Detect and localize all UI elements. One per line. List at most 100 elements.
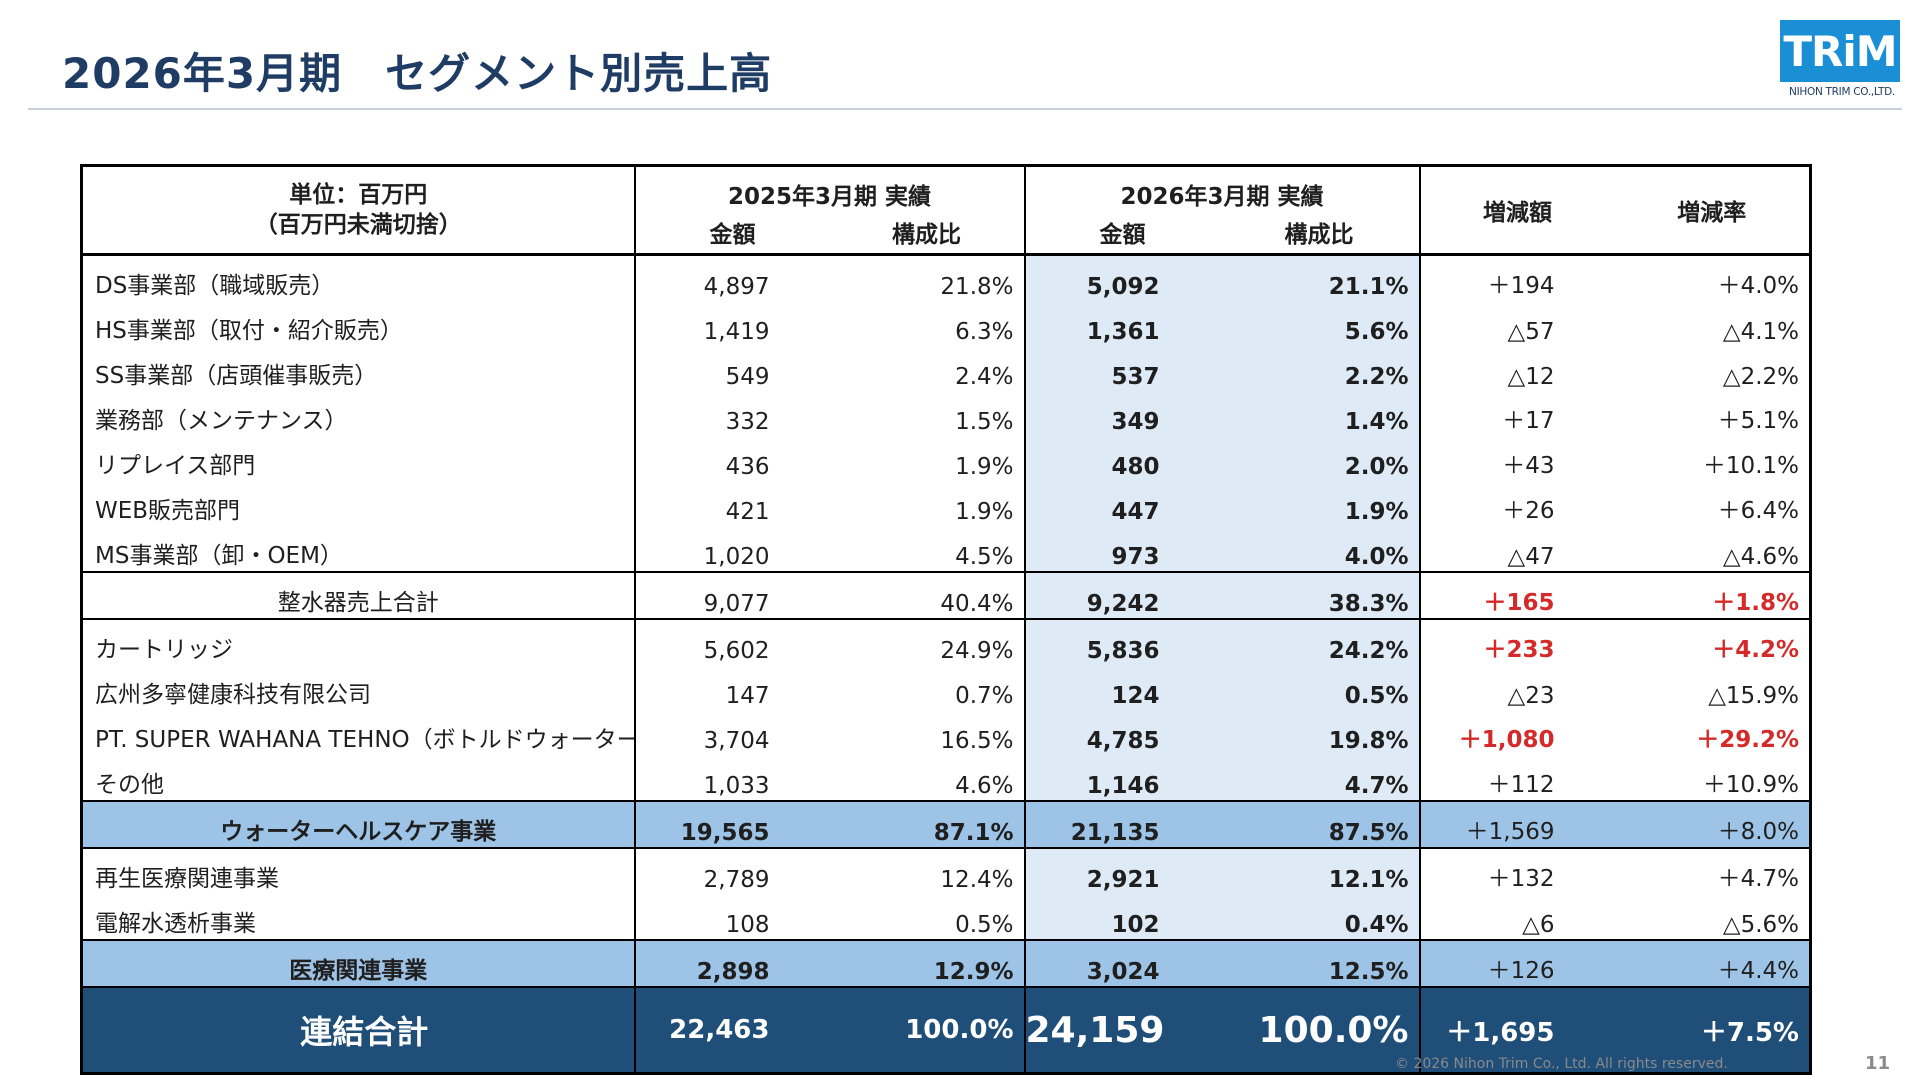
diff-amount: △23: [1507, 683, 1555, 709]
table-row: 電解水透析事業 108 0.5% 102 0.4% △6 △5.6%: [81, 894, 1811, 940]
consolidated-total-row: 連結合計 22,463 100.0% 24,159 100.0% ＋1,695 …: [81, 986, 1811, 1074]
diff-amount: ＋43: [1502, 453, 1555, 479]
curr-amount: 4,785: [1024, 710, 1220, 755]
prev-ratio: 6.3%: [829, 301, 1026, 346]
prev-amount: 5,602: [634, 618, 830, 665]
diff-rate: ＋8.0%: [1614, 800, 1811, 848]
logo-mark: TRiM: [1780, 20, 1900, 82]
curr-ratio: 21.1%: [1219, 254, 1421, 301]
prev-ratio: 4.5%: [829, 526, 1026, 572]
table-row: 業務部（メンテナンス） 332 1.5% 349 1.4% ＋17 ＋5.1%: [81, 391, 1811, 436]
curr-amount: 102: [1024, 894, 1220, 940]
curr-amount: 973: [1024, 526, 1220, 572]
curr-amount: 537: [1024, 346, 1220, 391]
curr-ratio: 4.0%: [1219, 526, 1421, 572]
curr-ratio-header: 構成比: [1219, 211, 1421, 256]
diff-amount: ＋1,569: [1419, 800, 1615, 848]
table-row: MS事業部（卸・OEM） 1,020 4.5% 973 4.0% △47 △4.…: [81, 526, 1811, 572]
curr-amount: 480: [1024, 436, 1220, 481]
curr-ratio: 0.4%: [1219, 894, 1421, 940]
row-label: WEB販売部門: [81, 481, 636, 526]
diff-amount: ＋1,080: [1458, 727, 1555, 753]
curr-ratio: 1.9%: [1219, 481, 1421, 526]
diff-rate: ＋1.8%: [1614, 571, 1811, 619]
diff-rate: ＋4.7%: [1614, 847, 1811, 894]
segment-sales-table: 単位：百万円 （百万円未満切捨） 2025年3月期 実績 2026年3月期 実績…: [80, 164, 1812, 1075]
prev-ratio: 1.9%: [829, 481, 1026, 526]
prev-amount-header: 金額: [634, 211, 830, 256]
curr-amount: 349: [1024, 391, 1220, 436]
diff-rate: ＋6.4%: [1717, 498, 1799, 524]
prev-amount: 147: [725, 683, 770, 709]
curr-ratio: 2.0%: [1219, 436, 1421, 481]
prev-ratio-header: 構成比: [829, 211, 1026, 256]
prev-ratio: 12.9%: [829, 939, 1026, 987]
prev-period-header: 2025年3月期 実績: [634, 165, 1026, 211]
diff-amount: ＋233: [1419, 618, 1615, 665]
row-label: 再生医療関連事業: [81, 847, 636, 894]
curr-ratio: 0.5%: [1219, 665, 1421, 710]
curr-ratio: 24.2%: [1219, 618, 1421, 665]
curr-amount: 1,361: [1024, 301, 1220, 346]
prev-amount: 4,897: [703, 274, 770, 300]
row-label: PT. SUPER WAHANA TEHNO（ボトルドウォーター）: [81, 710, 636, 755]
diff-rate: ＋10.9%: [1702, 772, 1799, 798]
copyright-text: © 2026 Nihon Trim Co., Ltd. All rights r…: [1395, 1056, 1728, 1072]
curr-amount: 1,146: [1024, 755, 1220, 801]
diff-amount: ＋26: [1502, 498, 1555, 524]
prev-amount: 9,077: [634, 571, 830, 619]
diff-rate: ＋7.5%: [1614, 986, 1811, 1074]
curr-amount: 5,836: [1024, 618, 1220, 665]
page-number: 11: [1865, 1053, 1891, 1074]
diff-rate: ＋4.2%: [1614, 618, 1811, 665]
curr-amount: 2,921: [1024, 847, 1220, 894]
curr-ratio: 12.1%: [1219, 847, 1421, 894]
page-title: 2026年3月期 セグメント別売上高: [62, 49, 773, 98]
table-row: リプレイス部門 436 1.9% 480 2.0% ＋43 ＋10.1%: [81, 436, 1811, 481]
curr-amount: 3,024: [1024, 939, 1220, 987]
diff-amount: △6: [1522, 912, 1555, 938]
curr-ratio: 1.4%: [1219, 391, 1421, 436]
prev-amount: 19,565: [634, 800, 830, 848]
prev-ratio: 24.9%: [829, 618, 1026, 665]
curr-ratio: 38.3%: [1219, 571, 1421, 619]
prev-amount: 3,704: [703, 728, 770, 754]
table-row: HS事業部（取付・紹介販売） 1,419 6.3% 1,361 5.6% △57…: [81, 301, 1811, 346]
curr-ratio: 12.5%: [1219, 939, 1421, 987]
prev-amount: 108: [725, 912, 770, 938]
table-row: DS事業部（職域販売） 4,897 21.8% 5,092 21.1% ＋194…: [81, 254, 1811, 301]
diff-amount: △47: [1507, 544, 1555, 570]
row-label: 業務部（メンテナンス）: [81, 391, 636, 436]
prev-ratio: 12.4%: [829, 847, 1026, 894]
diff-amount: ＋17: [1502, 408, 1555, 434]
prev-amount: 2,898: [634, 939, 830, 987]
logo-subtext: NIHON TRIM CO.,LTD.: [1789, 86, 1895, 98]
diff-rate: △5.6%: [1722, 912, 1799, 938]
diff-amount: △57: [1507, 319, 1555, 345]
diff-rate: ＋10.1%: [1702, 453, 1799, 479]
curr-amount: 24,159: [1024, 986, 1220, 1074]
diff-amount: ＋165: [1419, 571, 1615, 619]
diff-amount: ＋132: [1419, 847, 1615, 894]
prev-amount: 1,419: [703, 319, 770, 345]
row-label: MS事業部（卸・OEM）: [81, 526, 636, 572]
curr-amount: 5,092: [1024, 254, 1220, 301]
diff-amount: ＋1,695: [1419, 986, 1615, 1074]
medical-segment-row: 医療関連事業 2,898 12.9% 3,024 12.5% ＋126 ＋4.4…: [81, 939, 1811, 987]
diff-rate: ＋4.0%: [1717, 273, 1799, 299]
curr-ratio: 87.5%: [1219, 800, 1421, 848]
prev-ratio: 87.1%: [829, 800, 1026, 848]
curr-period-header: 2026年3月期 実績: [1024, 165, 1421, 211]
row-label: その他: [81, 755, 636, 801]
row-label: 連結合計: [81, 986, 636, 1074]
table-row: その他 1,033 4.6% 1,146 4.7% ＋112 ＋10.9%: [81, 755, 1811, 801]
table-row: 再生医療関連事業 2,789 12.4% 2,921 12.1% ＋132 ＋4…: [81, 847, 1811, 894]
diff-amount: ＋112: [1487, 772, 1555, 798]
diff-rate: ＋4.4%: [1614, 939, 1811, 987]
row-label: カートリッジ: [81, 618, 636, 665]
prev-amount: 549: [725, 364, 770, 390]
diff-rate: △4.6%: [1722, 544, 1799, 570]
prev-ratio: 40.4%: [829, 571, 1026, 619]
title-divider: [28, 108, 1902, 110]
